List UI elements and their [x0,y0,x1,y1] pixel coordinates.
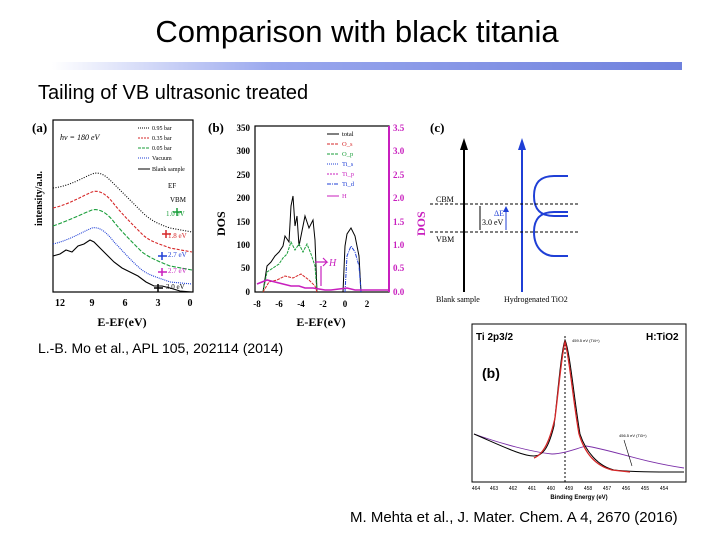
figure-c-caption-right: Hydrogenated TiO2 [504,295,568,304]
figure-a-xlabel: E-EF(eV) [97,315,146,329]
figure-b-xtick: -4 [297,299,305,309]
figure-b-xtick: -8 [253,299,261,309]
xps-panel-label: (b) [482,365,500,381]
figure-b-ltick: 300 [237,146,251,156]
figure-a-legend-2: 0.35 bar [152,136,172,142]
figure-a-xtick: 0 [188,298,193,309]
figure-b-ltick: 0 [246,287,251,297]
figure-a-vbm: VBM [170,196,187,204]
xps-xtick: 460 [547,486,556,492]
figure-b-ltick: 150 [237,217,251,227]
figure-a-ef: EF [168,182,176,190]
figure-b-xtick: -6 [275,299,283,309]
figure-b-rtick: 0.5 [393,263,405,273]
figure-b-rtick: 2.0 [393,193,405,203]
figure-b-ltick: 50 [241,263,251,273]
xps-xtick: 454 [660,486,669,492]
citation-right: M. Mehta et al., J. Mater. Chem. A 4, 26… [350,509,678,526]
figure-b-legend-h: H [342,193,347,200]
xps-xtick: 457 [603,486,612,492]
figure-a-legend-1: 0.95 bar [152,126,172,132]
figure-a-arpes: (a) intensity/a.u. hν = 180 eV 0.95 bar … [32,119,194,329]
figure-b-xlabel: E-EF(eV) [296,315,345,329]
figure-a-gap-3: 2.7 eV [168,251,187,259]
figure-b-dos: (b) DOS DOS 350 300 250 200 150 100 50 0… [208,120,428,329]
figure-b-rtick: 2.5 [393,170,405,180]
figure-b-legend-tid: Ti_d [342,181,355,188]
xps-spectrum-label: Ti 2p3/2 [476,332,513,343]
figure-b-ltick: 100 [237,240,251,250]
figure-b-ltick: 200 [237,193,251,203]
figure-b-legend-total: total [342,131,354,138]
figure-c-caption-left: Blank sample [436,295,480,304]
figure-b-legend-tip: Ti_p [342,171,354,178]
xps-xtick: 455 [641,486,650,492]
figure-b-rtick: 1.0 [393,240,405,250]
figure-c-band-diagram: (c) CBM VBM 3.0 eV ΔE Blank sample Hydro… [430,120,580,304]
figure-c-gap: 3.0 eV [482,218,504,227]
figure-a-legend-5: Blank sample [152,167,185,173]
figure-xps-spectrum: Ti 2p3/2 H:TiO2 (b) 459.5 eV (Ti4+) 456.… [471,323,687,501]
figure-b-rtick: 3.5 [393,123,405,133]
xps-sample-label: H:TiO2 [646,332,679,343]
xps-xtick: 459 [565,486,574,492]
figure-b-label: (b) [208,120,224,135]
figure-b-legend-tis: Ti_s [342,161,354,168]
figure-b-rtick: 0.0 [393,287,405,297]
figure-b-ltick: 350 [237,123,251,133]
figure-b-rtick: 3.0 [393,146,405,156]
title-underline [52,62,682,70]
figure-b-arrow-label: H [328,258,337,269]
figure-c-cbm: CBM [436,195,454,204]
xps-xtick: 462 [509,486,518,492]
xps-xtick: 464 [472,486,481,492]
figure-c-vbm: VBM [436,235,454,244]
figure-a-gap-1: 1.0 eV [166,210,185,218]
figure-b-ylabel-right: DOS [414,211,428,236]
figure-a-photon-energy: hν = 180 eV [60,133,101,142]
figure-b-legend-os: O_s [342,141,353,148]
xps-xtick: 463 [490,486,499,492]
figure-b-xtick: -2 [319,299,327,309]
xps-peak1-label: 459.5 eV (Ti4+) [572,338,600,343]
figure-b-ylabel-left: DOS [214,211,228,236]
xps-peak2-label: 456.5 eV (Ti3+) [619,433,647,438]
figure-c-delta: ΔE [494,209,504,218]
xps-xtick: 456 [622,486,631,492]
xps-xlabel: Binding Energy (eV) [550,495,607,501]
figure-c-label: (c) [430,120,444,135]
citation-left: L.-B. Mo et al., APL 105, 202114 (2014) [38,340,284,356]
figure-a-legend-4: Vacuum [152,156,172,162]
figure-a-label: (a) [32,120,47,135]
figure-a-xtick: 6 [123,298,128,309]
figure-b-rtick: 1.5 [393,217,405,227]
figure-b-ltick: 250 [237,170,251,180]
figure-b-legend-op: O_p [342,151,353,158]
figure-a-ylabel: intensity/a.u. [34,170,45,226]
xps-xtick: 461 [528,486,537,492]
figure-b-xtick: 2 [365,299,370,309]
figure-a-xtick: 3 [156,298,161,309]
figure-a-xtick: 12 [55,298,65,309]
slide-subtitle: Tailing of VB ultrasonic treated [38,82,309,104]
figure-a-xtick: 9 [90,298,95,309]
figure-a-gap-2: 1.8 eV [168,232,187,240]
figure-a-legend-3: 0.05 bar [152,146,172,152]
figure-a-gap-5: 3.0 eV [166,283,185,291]
slide-title: Comparison with black titania [155,14,559,49]
figure-a-gap-4: 2.7 eV [168,267,187,275]
xps-xtick: 458 [584,486,593,492]
figure-b-xtick: 0 [343,299,348,309]
